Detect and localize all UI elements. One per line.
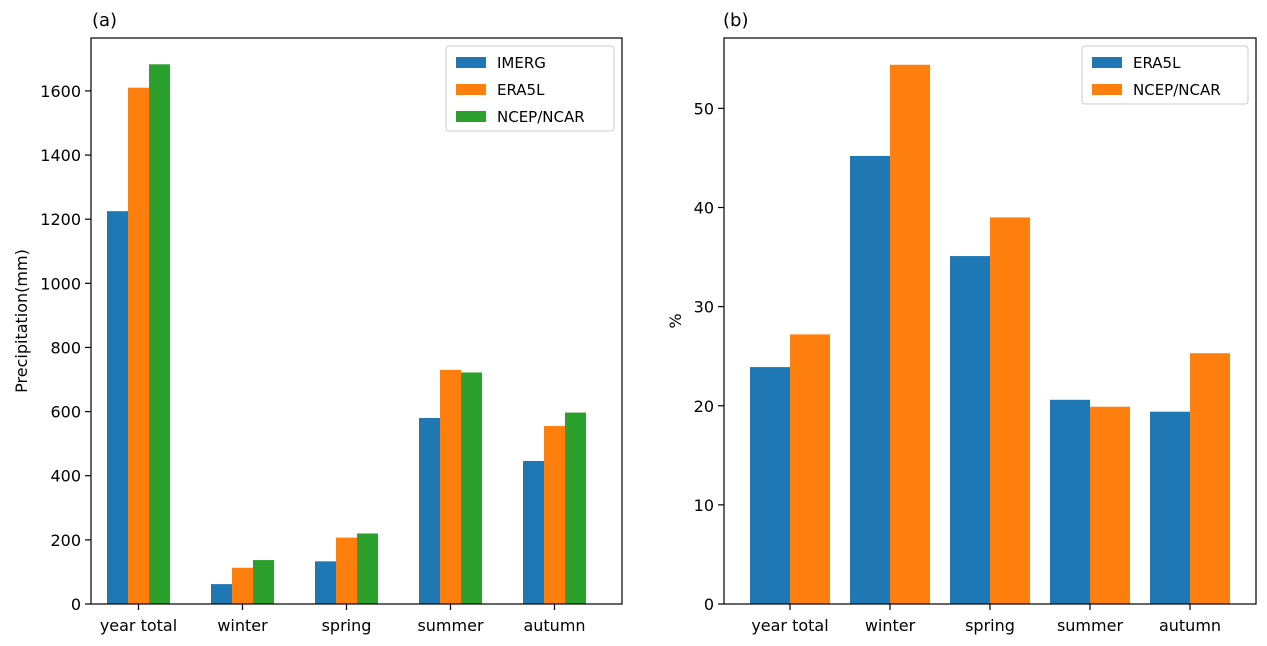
- panel-b-bar-era5l-summer: [1050, 399, 1090, 604]
- panel-a-y-tick-label-1400: 1400: [40, 146, 81, 165]
- panel-b-y-tick-label-30: 30: [694, 298, 714, 317]
- panel-a-bar-ncep-ncar-spring: [357, 533, 378, 604]
- panel-b-y-ticks: 0 10 20 30 40 50: [694, 99, 724, 614]
- panel-a-bar-era5l-year-total: [128, 87, 149, 604]
- panel-a-legend-swatch-ncep-ncar: [456, 111, 486, 122]
- panel-b-bar-ncep-ncar-autumn: [1190, 353, 1230, 604]
- panel-a-legend-label-era5l: ERA5L: [497, 81, 545, 99]
- panel-b-legend-swatch-era5l: [1092, 57, 1122, 68]
- panel-b-x-tick-label-autumn: autumn: [1159, 616, 1221, 635]
- panel-b-bar-era5l-spring: [950, 256, 990, 604]
- panel-a-y-tick-label-0: 0: [71, 595, 81, 614]
- panel-a-legend-frame: [445, 45, 615, 132]
- panel-a-bar-imerg-spring: [315, 561, 336, 604]
- panel-b-y-tick-label-20: 20: [694, 397, 714, 416]
- panel-b-x-tick-label-summer: summer: [1057, 616, 1123, 635]
- panel-a-x-tick-label-spring: spring: [322, 616, 372, 635]
- panel-a-legend: IMERG ERA5L NCEP/NCAR: [445, 45, 615, 132]
- panel-a-x-tick-label-autumn: autumn: [523, 616, 585, 635]
- panel-b-legend-swatch-ncep-ncar: [1092, 84, 1122, 95]
- panel-b-bar-era5l-autumn: [1150, 411, 1190, 604]
- panel-b-axes-frame: [723, 37, 1257, 605]
- panel-a-x-tick-label-winter: winter: [217, 616, 268, 635]
- panel-a-y-ticks: 0 200 400 600 800 1000 1200 1400 1600: [40, 82, 91, 614]
- panel-a-x-tick-label-year-total: year total: [100, 616, 177, 635]
- panel-b-y-tick-label-50: 50: [694, 99, 714, 118]
- panel-a-y-tick-label-800: 800: [50, 338, 81, 357]
- panel-b-x-ticks: year total winter spring summer autumn: [751, 604, 1221, 635]
- panel-b-x-tick-label-spring: spring: [965, 616, 1015, 635]
- panel-b-y-axis-label: %: [666, 313, 685, 328]
- panel-a-bar-imerg-winter: [211, 584, 232, 604]
- panel-a-precipitation-chart: (a) Precipitation(mm) 0 200 400 600 800 1000 1…: [12, 10, 623, 635]
- panel-a-y-axis-label: Precipitation(mm): [12, 249, 31, 393]
- panel-a-bar-ncep-ncar-winter: [253, 560, 274, 604]
- panel-a-bar-ncep-ncar-autumn: [565, 412, 586, 604]
- panel-b-label: (b): [723, 10, 748, 31]
- panel-a-x-ticks: year total winter spring summer autumn: [100, 604, 586, 635]
- panel-a-y-tick-label-200: 200: [50, 531, 81, 550]
- panel-b-x-tick-label-year-total: year total: [751, 616, 828, 635]
- panel-b-legend-label-ncep-ncar: NCEP/NCAR: [1133, 81, 1221, 99]
- panel-a-bar-ncep-ncar-summer: [461, 372, 482, 604]
- panel-a-bar-era5l-winter: [232, 567, 253, 604]
- panel-b-legend: ERA5L NCEP/NCAR: [1081, 45, 1249, 105]
- panel-a-bar-imerg-year-total: [107, 211, 128, 604]
- panel-a-y-tick-label-1000: 1000: [40, 274, 81, 293]
- panel-b-bar-ncep-ncar-summer: [1090, 406, 1130, 604]
- panel-a-bars: [107, 64, 586, 604]
- panel-b-bar-ncep-ncar-winter: [890, 64, 930, 605]
- panel-b-y-tick-label-10: 10: [694, 496, 714, 515]
- panel-a-bar-imerg-summer: [419, 418, 440, 604]
- panel-a-bar-imerg-autumn: [523, 460, 544, 604]
- panel-a-axes-frame: [90, 37, 623, 605]
- panel-b-bar-era5l-winter: [850, 155, 890, 605]
- panel-b-legend-label-era5l: ERA5L: [1133, 54, 1181, 72]
- panel-a-bar-ncep-ncar-year-total: [149, 64, 170, 604]
- panel-a-legend-label-ncep-ncar: NCEP/NCAR: [497, 108, 585, 126]
- panel-b-legend-frame: [1081, 45, 1249, 105]
- panel-a-legend-label-imerg: IMERG: [497, 54, 546, 72]
- panel-a-y-tick-label-1200: 1200: [40, 210, 81, 229]
- panel-a-y-tick-label-600: 600: [50, 403, 81, 422]
- panel-a-x-tick-label-summer: summer: [417, 616, 483, 635]
- panel-b-bar-ncep-ncar-year-total: [790, 334, 830, 604]
- panel-a-bar-era5l-autumn: [544, 426, 565, 604]
- panel-b-x-tick-label-winter: winter: [865, 616, 916, 635]
- panel-a-legend-swatch-imerg: [456, 57, 486, 68]
- panel-b-y-tick-label-40: 40: [694, 199, 714, 218]
- panel-b-bar-era5l-year-total: [750, 367, 790, 604]
- panel-b-y-tick-label-0: 0: [704, 595, 714, 614]
- panel-a-bar-era5l-spring: [336, 537, 357, 604]
- panel-a-label: (a): [92, 10, 117, 31]
- panel-a-y-tick-label-400: 400: [50, 467, 81, 486]
- panel-a-legend-swatch-era5l: [456, 84, 486, 95]
- panel-a-bar-era5l-summer: [440, 369, 461, 604]
- panel-b-percentage-chart: (b) % 0 10 20 30 40 50 year total winter spring…: [666, 10, 1257, 635]
- panel-b-bars: [750, 64, 1230, 605]
- panel-a-y-tick-label-1600: 1600: [40, 82, 81, 101]
- panel-b-bar-ncep-ncar-spring: [990, 217, 1030, 605]
